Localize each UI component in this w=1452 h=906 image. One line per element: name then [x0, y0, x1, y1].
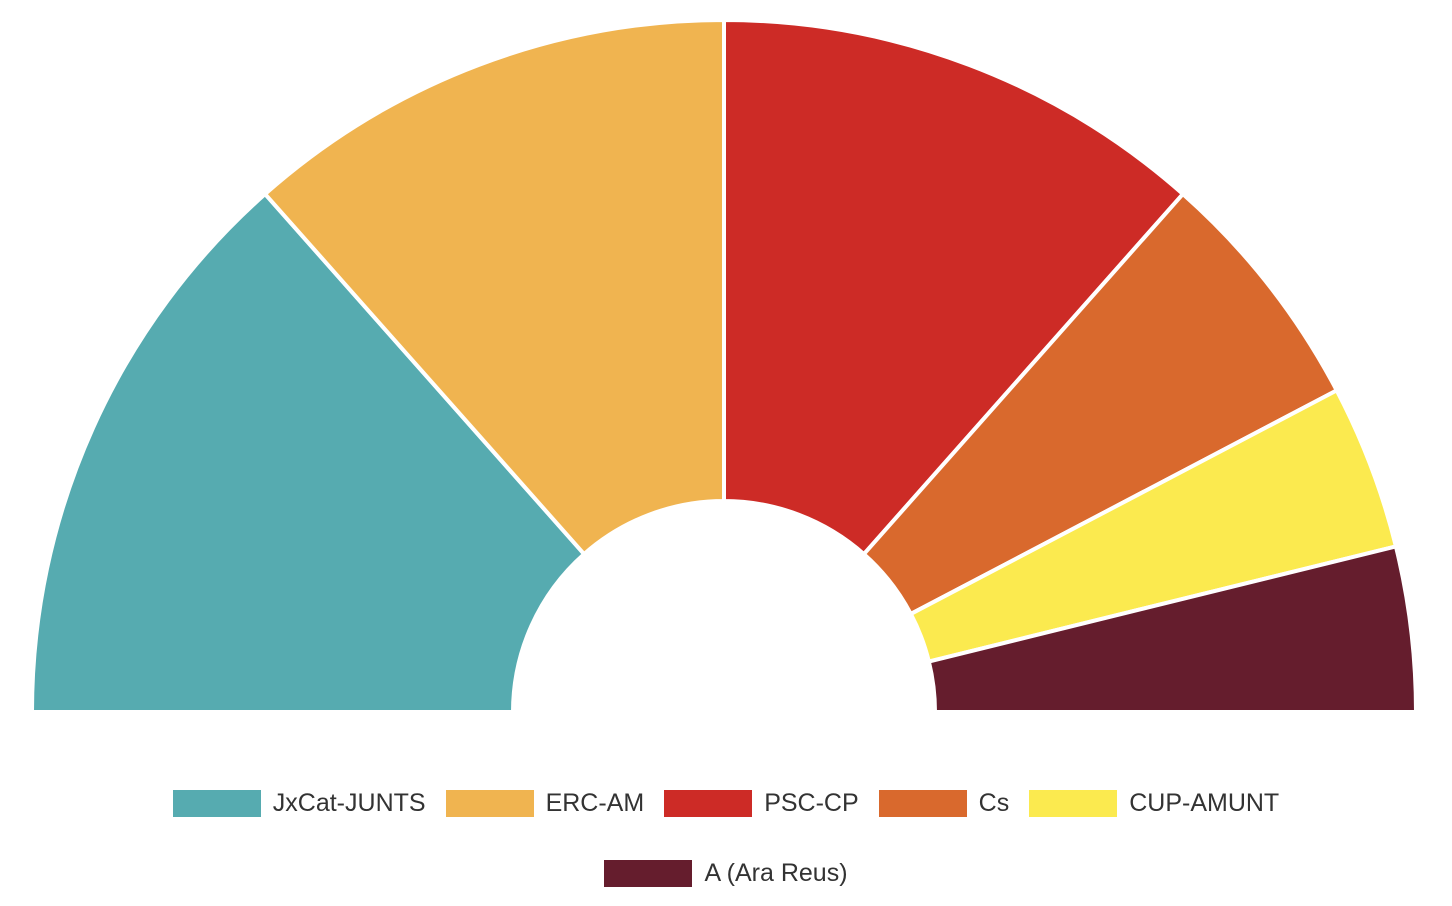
- legend-item-cs[interactable]: Cs: [878, 789, 1010, 817]
- legend: JxCat-JUNTS ERC-AM PSC-CP Cs CUP-AMUNT A (Ara…: [0, 789, 1452, 887]
- slice-erc-am[interactable]: [263, 18, 726, 557]
- legend-label: CUP-AMUNT: [1129, 789, 1280, 817]
- slice-jxcat-junts[interactable]: [30, 192, 587, 714]
- legend-label: Cs: [978, 789, 1010, 817]
- legend-swatch: [604, 859, 693, 887]
- legend-swatch: [1029, 789, 1118, 817]
- legend-label: ERC-AM: [545, 789, 645, 817]
- slices: [30, 18, 1418, 714]
- legend-item-a-ara-reus[interactable]: A (Ara Reus): [604, 859, 848, 887]
- legend-swatch: [664, 789, 753, 817]
- slice-psc-cp[interactable]: [722, 18, 1185, 557]
- legend-item-jxcat-junts[interactable]: JxCat-JUNTS: [172, 789, 426, 817]
- legend-label: A (Ara Reus): [704, 859, 848, 887]
- slice-cs[interactable]: [861, 192, 1339, 616]
- slice-a-ara-reus[interactable]: [926, 544, 1418, 714]
- legend-swatch: [878, 789, 967, 817]
- legend-item-psc-cp[interactable]: PSC-CP: [664, 789, 859, 817]
- legend-item-cup-amunt[interactable]: CUP-AMUNT: [1029, 789, 1280, 817]
- legend-item-erc-am[interactable]: ERC-AM: [445, 789, 645, 817]
- legend-label: PSC-CP: [764, 789, 859, 817]
- legend-swatch: [445, 789, 534, 817]
- legend-label: JxCat-JUNTS: [272, 789, 426, 817]
- legend-swatch: [172, 789, 261, 817]
